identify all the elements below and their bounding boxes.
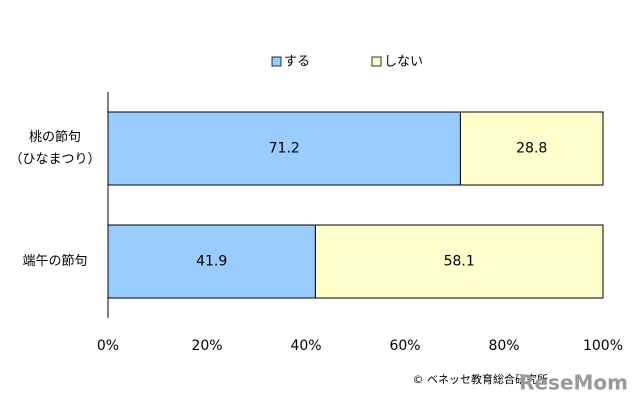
bar-segment [459,111,604,186]
x-tick-label: 40% [290,338,321,354]
y-tick-label: 端午の節句 [22,253,88,269]
value-label: 28.8 [516,141,547,157]
value-label: 41.9 [196,254,227,270]
bar-segment [107,111,461,186]
watermark: ReseMom [519,371,628,395]
source: © ベネッセ教育総合研究所 [413,372,549,386]
value-label: 71.2 [269,141,300,157]
legend-swatch [371,56,382,67]
x-tick-label: 80% [488,338,519,354]
value-label: 58.1 [444,254,475,270]
y-tick-label: 桃の節句 （ひなまつり） [9,129,101,167]
x-tick-label: 100% [583,338,623,354]
legend-label: する [284,55,310,70]
x-tick-label: 60% [389,338,420,354]
x-tick-label: 20% [191,338,222,354]
bar-segment [314,224,604,299]
legend-swatch [271,56,282,67]
x-tick-label: 0% [97,338,119,354]
bar-segment [107,224,316,299]
legend-label: しない [384,55,423,70]
